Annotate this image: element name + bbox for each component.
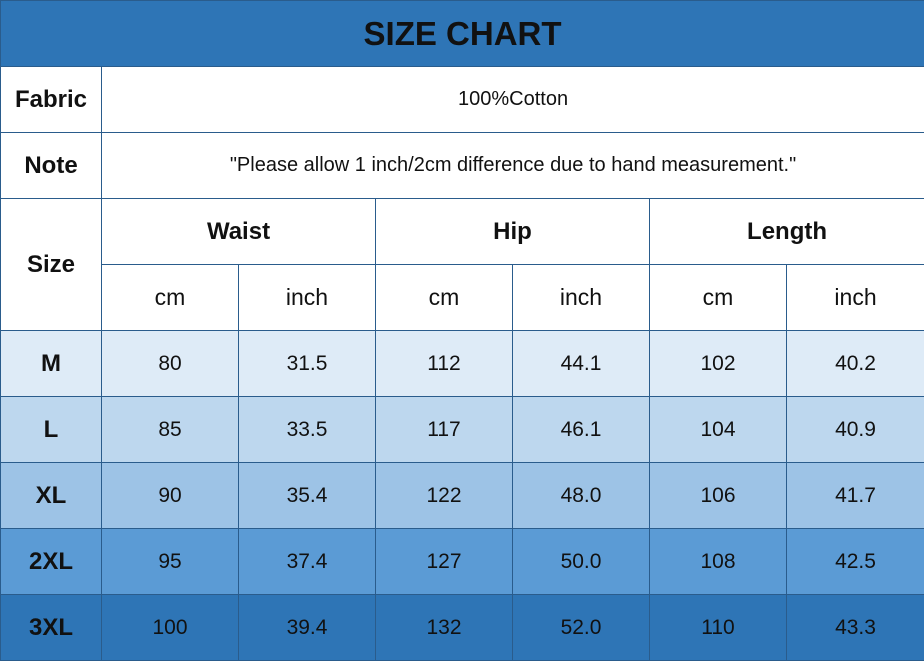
value-cell: 48.0	[512, 462, 650, 529]
unit-header: inch	[785, 264, 924, 331]
size-cell: M	[0, 330, 102, 397]
value-cell: 40.9	[785, 396, 924, 463]
note-label: Note	[0, 132, 102, 199]
value-cell: 122	[375, 462, 513, 529]
size-cell: 3XL	[0, 594, 102, 661]
value-cell: 117	[375, 396, 513, 463]
hip-header: Hip	[375, 198, 650, 265]
value-cell: 85	[101, 396, 239, 463]
value-cell: 110	[649, 594, 787, 661]
value-cell: 40.2	[785, 330, 924, 397]
unit-header: inch	[512, 264, 650, 331]
value-cell: 52.0	[512, 594, 650, 661]
value-cell: 37.4	[238, 528, 376, 595]
table-row: 3XL 100 39.4 132 52.0 110 43.3	[0, 594, 924, 661]
value-cell: 80	[101, 330, 239, 397]
value-cell: 39.4	[238, 594, 376, 661]
value-cell: 112	[375, 330, 513, 397]
size-cell: XL	[0, 462, 102, 529]
value-cell: 50.0	[512, 528, 650, 595]
chart-title: SIZE CHART	[0, 0, 924, 67]
note-value: "Please allow 1 inch/2cm difference due …	[100, 132, 924, 199]
value-cell: 127	[375, 528, 513, 595]
value-cell: 33.5	[238, 396, 376, 463]
length-header: Length	[648, 198, 924, 265]
table-row: M 80 31.5 112 44.1 102 40.2	[0, 330, 924, 397]
value-cell: 43.3	[785, 594, 924, 661]
table-row: L 85 33.5 117 46.1 104 40.9	[0, 396, 924, 463]
size-header: Size	[0, 198, 102, 331]
value-cell: 102	[649, 330, 787, 397]
table-row: 2XL 95 37.4 127 50.0 108 42.5	[0, 528, 924, 595]
value-cell: 106	[649, 462, 787, 529]
size-cell: L	[0, 396, 102, 463]
fabric-label: Fabric	[0, 66, 102, 133]
unit-header: cm	[375, 264, 513, 331]
value-cell: 46.1	[512, 396, 650, 463]
value-cell: 108	[649, 528, 787, 595]
waist-header: Waist	[101, 198, 376, 265]
unit-header: inch	[238, 264, 376, 331]
value-cell: 31.5	[238, 330, 376, 397]
size-cell: 2XL	[0, 528, 102, 595]
value-cell: 44.1	[512, 330, 650, 397]
value-cell: 41.7	[785, 462, 924, 529]
fabric-value: 100%Cotton	[100, 66, 924, 133]
unit-header: cm	[649, 264, 787, 331]
value-cell: 42.5	[785, 528, 924, 595]
value-cell: 100	[101, 594, 239, 661]
value-cell: 132	[375, 594, 513, 661]
value-cell: 104	[649, 396, 787, 463]
value-cell: 95	[101, 528, 239, 595]
value-cell: 35.4	[238, 462, 376, 529]
unit-header: cm	[101, 264, 239, 331]
value-cell: 90	[101, 462, 239, 529]
table-row: XL 90 35.4 122 48.0 106 41.7	[0, 462, 924, 529]
